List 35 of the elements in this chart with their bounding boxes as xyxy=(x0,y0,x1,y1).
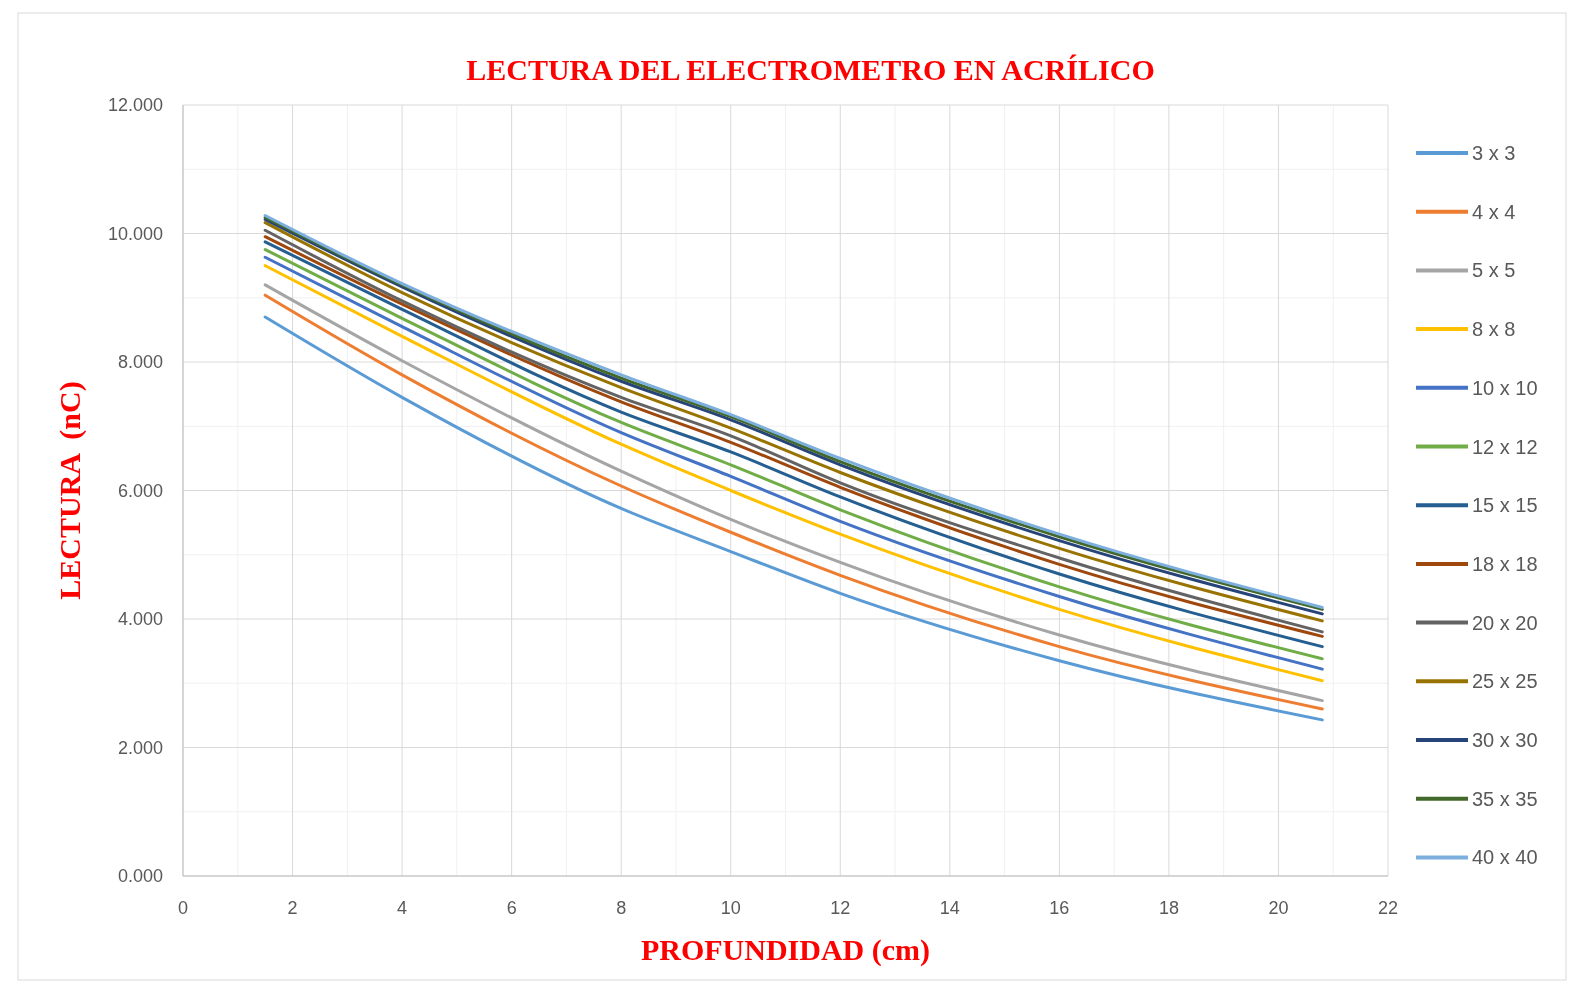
x-tick-label: 14 xyxy=(939,898,960,918)
x-tick-label: 20 xyxy=(1268,898,1289,918)
legend-label: 18 x 18 xyxy=(1472,552,1538,575)
legend-label: 30 x 30 xyxy=(1472,729,1538,751)
y-tick-label: 12.000 xyxy=(107,95,163,115)
x-tick-label: 10 xyxy=(720,898,741,918)
y-tick-label: 6.000 xyxy=(117,480,163,501)
legend-label: 4 x 4 xyxy=(1472,200,1516,223)
y-tick-label: 0.000 xyxy=(117,866,163,886)
x-tick-label: 8 xyxy=(616,898,627,918)
legend-label: 8 x 8 xyxy=(1472,318,1516,341)
x-tick-label: 6 xyxy=(506,898,517,918)
y-tick-label: 10.000 xyxy=(107,223,163,244)
y-tick-label: 8.000 xyxy=(117,352,163,372)
legend-label: 3 x 3 xyxy=(1472,142,1516,164)
legend-label: 25 x 25 xyxy=(1472,670,1538,693)
y-axis-title: LECTURA (nC) xyxy=(53,381,87,600)
legend-label: 40 x 40 xyxy=(1472,846,1538,869)
x-tick-label: 0 xyxy=(177,898,189,918)
x-tick-label: 16 xyxy=(1049,898,1070,918)
legend-label: 20 x 20 xyxy=(1472,611,1538,634)
y-tick-label: 4.000 xyxy=(117,609,163,629)
legend-label: 10 x 10 xyxy=(1472,376,1538,399)
y-tick-label: 2.000 xyxy=(117,737,163,758)
x-tick-label: 4 xyxy=(397,898,408,918)
x-axis-title: PROFUNDIDAD (cm) xyxy=(640,933,931,967)
x-tick-label: 12 xyxy=(830,898,851,918)
legend-label: 5 x 5 xyxy=(1472,259,1516,282)
x-tick-label: 22 xyxy=(1377,898,1399,918)
x-tick-label: 2 xyxy=(287,898,298,918)
legend-label: 35 x 35 xyxy=(1472,787,1538,810)
chart-title: LECTURA DEL ELECTROMETRO EN ACRÍLICO xyxy=(466,53,1155,86)
legend-label: 15 x 15 xyxy=(1472,494,1538,517)
legend-label: 12 x 12 xyxy=(1472,435,1538,458)
x-tick-label: 18 xyxy=(1158,898,1179,918)
